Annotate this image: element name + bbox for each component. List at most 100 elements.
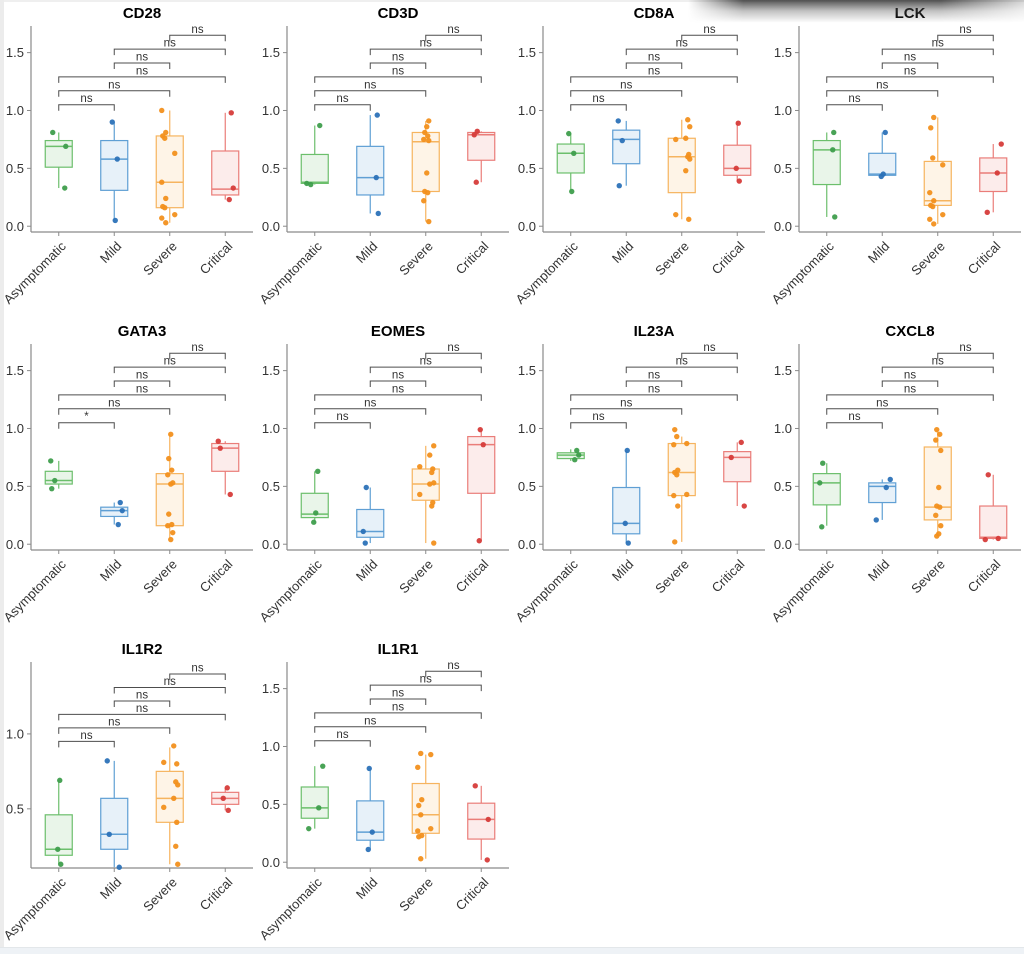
y-tick-label: 0.0 bbox=[262, 537, 280, 552]
sig-bracket bbox=[826, 90, 939, 97]
jitter-point bbox=[360, 528, 366, 535]
jitter-point bbox=[672, 539, 678, 545]
box-mild bbox=[612, 129, 641, 165]
sig-bracket bbox=[881, 380, 939, 388]
x-category-label: Mild bbox=[609, 239, 636, 266]
jitter-point bbox=[163, 195, 169, 202]
y-tick-label: 0.5 bbox=[262, 479, 280, 494]
jitter-point bbox=[217, 445, 223, 451]
sig-bracket bbox=[58, 727, 171, 734]
sig-bracket bbox=[425, 34, 482, 42]
sig-bracket bbox=[113, 380, 171, 388]
jitter-point bbox=[418, 812, 424, 818]
jitter-point bbox=[215, 438, 221, 444]
sig-label: ns bbox=[136, 65, 148, 77]
box-asymptomatic bbox=[300, 786, 329, 819]
sig-bracket bbox=[169, 673, 226, 680]
jitter-point bbox=[50, 129, 56, 136]
jitter-point bbox=[728, 454, 734, 461]
sig-bracket bbox=[113, 62, 171, 70]
sig-bracket bbox=[113, 48, 226, 56]
jitter-point bbox=[426, 118, 432, 124]
jitter-point bbox=[159, 179, 165, 185]
x-category-label: Critical bbox=[453, 238, 492, 277]
jitter-point bbox=[931, 198, 937, 204]
jitter-point bbox=[429, 469, 435, 476]
panel-title: EOMES bbox=[371, 323, 425, 340]
jitter-point bbox=[63, 143, 69, 150]
jitter-point bbox=[112, 217, 118, 224]
y-tick-label: 0.5 bbox=[518, 161, 536, 176]
jitter-point bbox=[427, 452, 433, 458]
sig-bracket bbox=[826, 408, 939, 415]
sig-label: ns bbox=[136, 383, 148, 395]
jitter-point bbox=[162, 135, 168, 141]
jitter-point bbox=[930, 203, 936, 210]
jitter-point bbox=[832, 214, 838, 220]
panel-title: IL23A bbox=[634, 323, 675, 340]
jitter-point bbox=[684, 491, 690, 498]
jitter-point bbox=[159, 215, 165, 221]
box-severe bbox=[155, 135, 184, 209]
sig-bracket bbox=[681, 352, 738, 360]
jitter-point bbox=[104, 758, 110, 764]
sig-label: ns bbox=[336, 93, 348, 105]
jitter-point bbox=[230, 185, 236, 191]
sig-label: ns bbox=[932, 356, 944, 368]
panel-title: CD28 bbox=[123, 5, 161, 22]
x-category-label: Critical bbox=[197, 874, 236, 913]
box-mild bbox=[356, 145, 385, 196]
sig-label: ns bbox=[336, 411, 348, 423]
sig-label: ns bbox=[191, 662, 203, 674]
jitter-point bbox=[873, 517, 879, 523]
x-category-label: Critical bbox=[965, 238, 1004, 277]
jitter-point bbox=[119, 507, 125, 514]
jitter-point bbox=[940, 162, 946, 168]
y-tick-label: 1.5 bbox=[262, 45, 280, 60]
y-tick-label: 1.0 bbox=[262, 421, 280, 436]
jitter-point bbox=[424, 170, 430, 176]
jitter-point bbox=[316, 805, 322, 811]
jitter-point bbox=[933, 437, 939, 443]
sig-label: ns bbox=[392, 370, 404, 382]
sig-bracket bbox=[58, 713, 226, 721]
gene-panel-IL1R1: IL1R1 0.0 0.5 1.0 1.5 Asymptomatic Mild Severe C… bbox=[256, 636, 512, 954]
box-mild bbox=[100, 139, 129, 191]
sig-label: ns bbox=[80, 730, 92, 742]
jitter-point bbox=[369, 829, 375, 835]
jitter-point bbox=[163, 220, 169, 226]
x-category-label: Asymptomatic bbox=[1, 874, 70, 943]
gene-panel-CD28: CD28 0.0 0.5 1.0 1.5 Asymptomatic Mild Severe Cr… bbox=[0, 0, 256, 318]
jitter-point bbox=[937, 504, 943, 510]
sig-label: ns bbox=[420, 674, 432, 686]
sig-label: ns bbox=[592, 411, 604, 423]
jitter-point bbox=[415, 828, 421, 834]
jitter-point bbox=[62, 185, 68, 191]
y-tick-label: 0.5 bbox=[262, 797, 280, 812]
jitter-point bbox=[162, 204, 168, 211]
sig-bracket bbox=[625, 366, 738, 374]
jitter-point bbox=[472, 783, 478, 789]
sig-bracket bbox=[881, 366, 994, 374]
jitter-point bbox=[477, 426, 483, 433]
jitter-point bbox=[109, 119, 115, 125]
jitter-point bbox=[998, 141, 1004, 147]
jitter-point bbox=[741, 503, 747, 509]
y-tick-label: 1.0 bbox=[6, 726, 24, 741]
sig-label: ns bbox=[136, 689, 148, 701]
boxplot-svg-CD8A: CD8A 0.0 0.5 1.0 1.5 Asymptomatic Mild Severe Cr… bbox=[513, 5, 765, 307]
panel-title: CD3D bbox=[378, 5, 419, 22]
jitter-point bbox=[831, 129, 837, 136]
y-tick-label: 1.0 bbox=[774, 421, 792, 436]
sig-bracket bbox=[369, 684, 482, 692]
y-tick-label: 1.0 bbox=[518, 103, 536, 118]
jitter-point bbox=[624, 447, 630, 454]
box-mild bbox=[356, 508, 385, 538]
jitter-point bbox=[428, 751, 434, 758]
jitter-point bbox=[315, 468, 321, 475]
jitter-point bbox=[417, 463, 423, 470]
y-tick-label: 0.0 bbox=[518, 219, 536, 234]
box-severe bbox=[411, 782, 440, 834]
jitter-point bbox=[175, 782, 181, 788]
boxplot-svg-EOMES: EOMES 0.0 0.5 1.0 1.5 Asymptomatic Mild Severe C… bbox=[257, 323, 509, 625]
